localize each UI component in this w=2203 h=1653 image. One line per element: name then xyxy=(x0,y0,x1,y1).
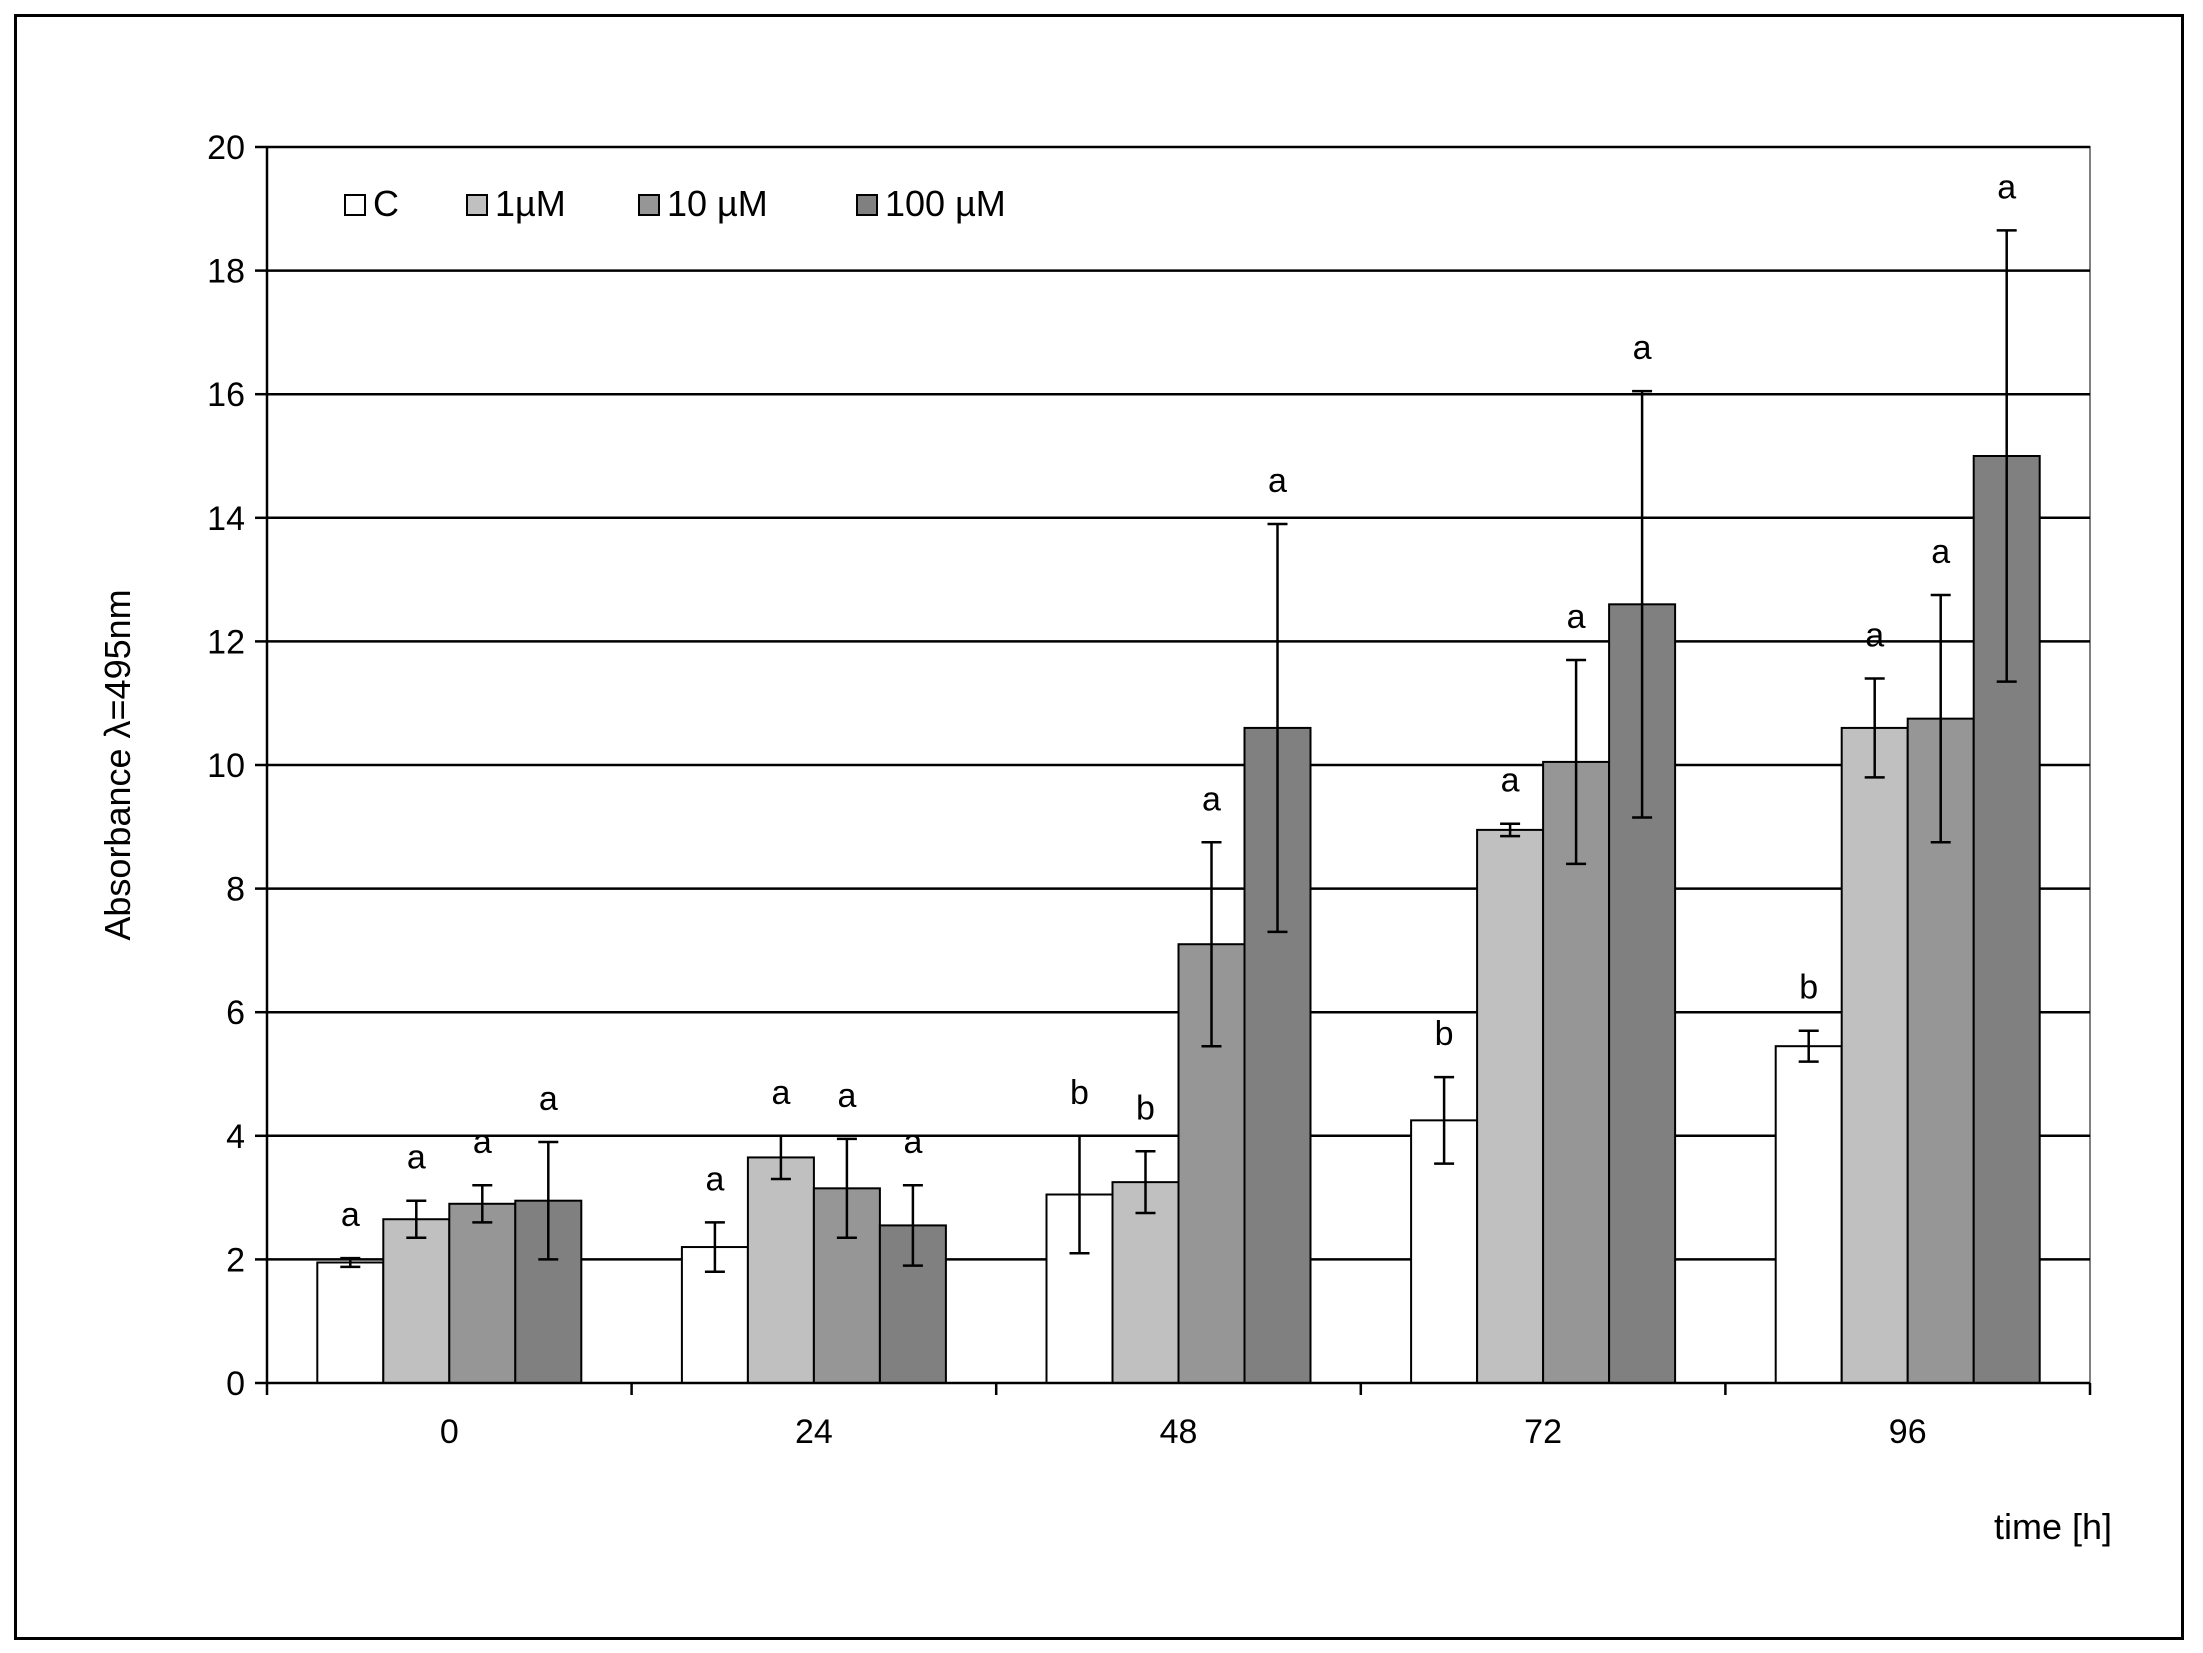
significance-letter: a xyxy=(837,1077,856,1115)
bar xyxy=(382,1218,451,1384)
x-axis-title: time [h] xyxy=(1994,1506,2112,1547)
significance-letter: a xyxy=(771,1074,790,1112)
y-axis-title: Absorbance λ=495nm xyxy=(97,589,138,940)
significance-letter: a xyxy=(1202,780,1221,818)
legend-label: C xyxy=(373,183,399,224)
bar xyxy=(1840,726,1909,1384)
significance-letters: a a a a a a a a b b a a b a a a b a a a xyxy=(341,168,2016,1234)
significance-letter: a xyxy=(1268,462,1287,500)
significance-letter: a xyxy=(1567,598,1586,636)
bar xyxy=(746,1156,815,1385)
bar xyxy=(1476,828,1545,1384)
significance-letter: b xyxy=(1070,1074,1089,1112)
significance-letter: a xyxy=(1633,329,1652,367)
bars xyxy=(316,229,2041,1385)
bar xyxy=(1774,1045,1843,1384)
significance-letter: a xyxy=(903,1123,922,1161)
x-tick-label: 96 xyxy=(1889,1413,1927,1451)
legend-swatch xyxy=(638,194,660,216)
x-tick-label: 0 xyxy=(440,1413,459,1451)
y-tick-label: 0 xyxy=(226,1365,245,1403)
y-tick-label: 18 xyxy=(207,253,245,291)
significance-letter: a xyxy=(539,1080,558,1118)
y-tick-label: 12 xyxy=(207,623,245,661)
significance-letter: a xyxy=(473,1123,492,1161)
significance-letter: a xyxy=(1501,762,1520,800)
y-tick-label: 8 xyxy=(226,871,245,909)
significance-letter: a xyxy=(705,1160,724,1198)
legend-swatch xyxy=(856,194,878,216)
legend-label: 100 µM xyxy=(885,183,1006,224)
legend-label: 1µM xyxy=(495,183,566,224)
significance-letter: b xyxy=(1435,1015,1454,1053)
significance-letter: a xyxy=(407,1139,426,1177)
y-tick-label: 20 xyxy=(207,129,245,167)
y-tick-label: 10 xyxy=(207,747,245,785)
y-tick-label: 6 xyxy=(226,994,245,1032)
legend-swatch xyxy=(466,194,488,216)
bar xyxy=(316,1261,385,1384)
x-tick-label: 24 xyxy=(795,1413,833,1451)
legend-label: 10 µM xyxy=(667,183,768,224)
significance-letter: a xyxy=(1865,616,1884,654)
legend-swatch xyxy=(344,194,366,216)
significance-letter: b xyxy=(1799,969,1818,1007)
x-tick-label: 48 xyxy=(1160,1413,1198,1451)
significance-letter: b xyxy=(1136,1089,1155,1127)
bar xyxy=(1542,760,1611,1384)
significance-letter: a xyxy=(1931,533,1950,571)
bar xyxy=(448,1202,517,1385)
y-tick-label: 16 xyxy=(207,376,245,414)
significance-letter: a xyxy=(341,1196,360,1234)
y-tick-label: 14 xyxy=(207,500,245,538)
significance-letter: a xyxy=(1997,168,2016,206)
x-tick-label: 72 xyxy=(1524,1413,1562,1451)
y-tick-label: 4 xyxy=(226,1118,245,1156)
legend: C 1µM 10 µM 100 µM xyxy=(344,183,1006,224)
y-tick-label: 2 xyxy=(226,1241,245,1279)
